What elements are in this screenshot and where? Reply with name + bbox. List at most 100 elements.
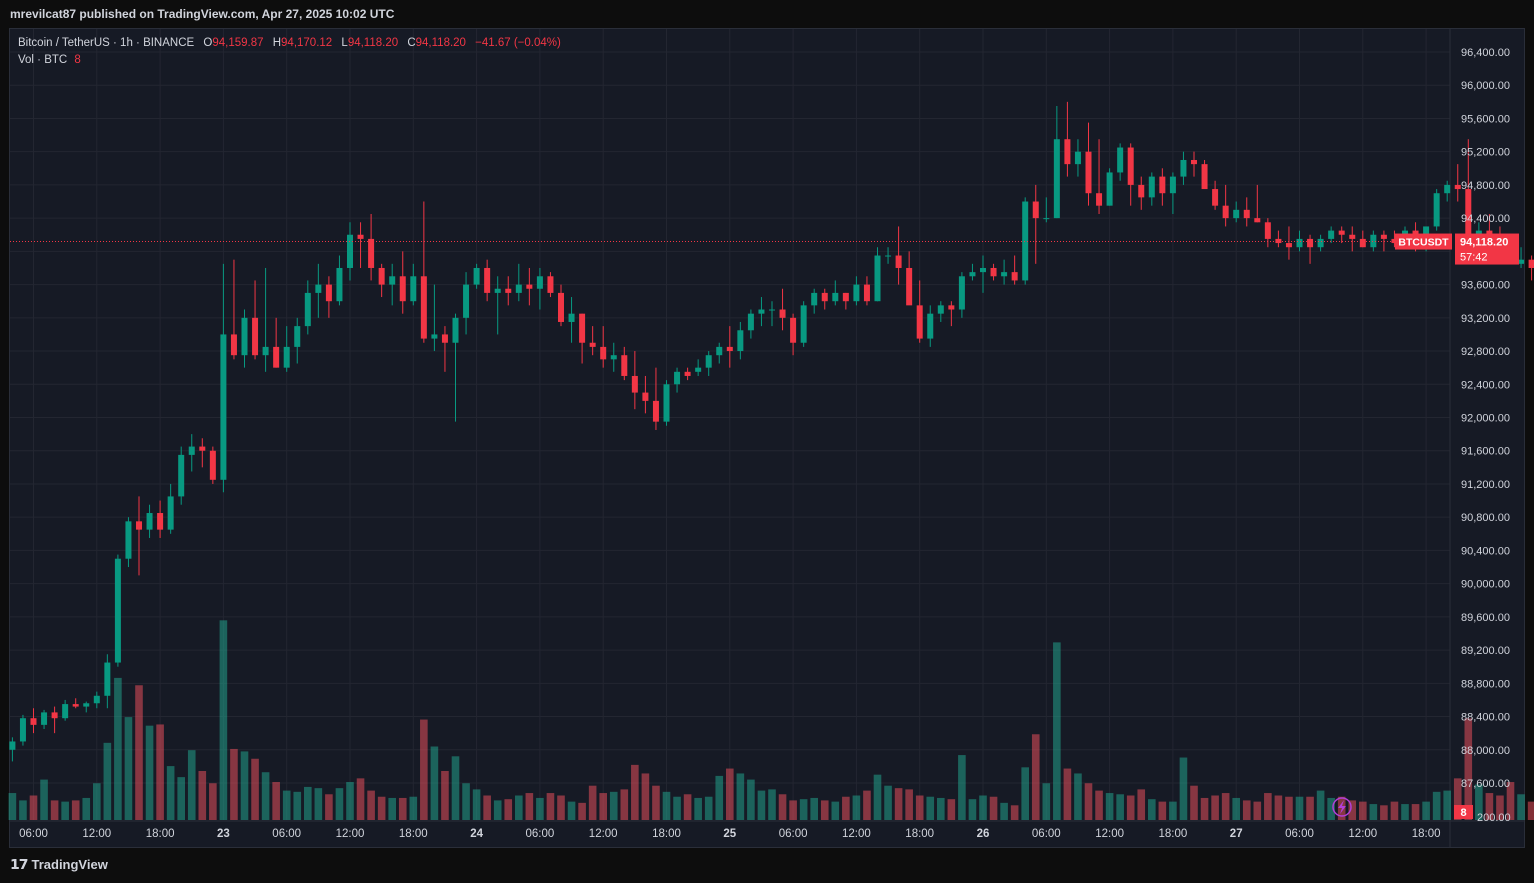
candle-body	[420, 276, 427, 339]
candle-body	[737, 330, 744, 352]
candle-body	[1307, 238, 1314, 248]
volume-bar	[1401, 804, 1409, 820]
volume-bar	[430, 746, 439, 820]
candle-body	[674, 371, 681, 385]
y-tick-label: 89,200.00	[1461, 645, 1510, 657]
x-tick-label: 06:00	[19, 828, 48, 840]
y-tick-label: 91,200.00	[1461, 479, 1510, 491]
volume-bar	[61, 801, 69, 820]
footer-brand[interactable]: 𝟭𝟳 TradingView	[10, 856, 108, 873]
candle-body	[526, 284, 533, 289]
candle-body	[273, 346, 280, 368]
candle-body	[19, 718, 26, 742]
volume-bar	[1253, 801, 1262, 820]
volume-bar	[1506, 782, 1515, 820]
x-tick-label: 12:00	[842, 828, 871, 840]
volume-bar	[240, 751, 249, 820]
volume-bar	[1211, 795, 1219, 820]
close-value: 94,118.20	[415, 37, 466, 49]
symbol-label[interactable]: Bitcoin / TetherUS · 1h · BINANCE	[18, 37, 195, 49]
candle-body	[874, 255, 881, 302]
candle-body	[51, 712, 58, 719]
volume-bar	[789, 800, 797, 820]
volume-bar	[441, 771, 449, 820]
candle-body	[969, 272, 976, 277]
volume-bar	[1453, 778, 1462, 820]
chart-panel[interactable]	[9, 28, 1525, 848]
candle-body	[916, 305, 923, 339]
candle-body	[283, 346, 290, 368]
volume-bar	[409, 796, 418, 820]
volume-bar	[599, 793, 607, 820]
candle-body	[1317, 238, 1324, 248]
volume-bar	[1158, 801, 1167, 820]
candle-body	[980, 267, 986, 273]
x-tick-label: 06:00	[526, 828, 555, 840]
candle-body	[547, 276, 554, 293]
y-tick-label: 88,000.00	[1461, 745, 1510, 757]
volume-bar	[683, 794, 692, 820]
volume-bar	[747, 779, 755, 820]
x-tick-label: 18:00	[399, 828, 428, 840]
volume-bar	[462, 783, 470, 820]
candle-body	[1180, 159, 1187, 177]
last-price-text: 94,118.20	[1460, 237, 1508, 249]
candle-body	[1169, 176, 1176, 194]
candle-body	[600, 346, 607, 360]
high-value: 94,170.12	[281, 37, 333, 49]
volume-bar	[1074, 773, 1082, 820]
volume-bar	[40, 779, 48, 820]
volume-bar	[29, 795, 38, 820]
candle-body	[252, 317, 259, 356]
low-label: L	[341, 37, 348, 49]
candle-body	[505, 288, 512, 293]
volume-bar	[968, 799, 977, 820]
lightning-icon[interactable]	[1332, 797, 1352, 817]
candle-body	[1465, 189, 1472, 248]
candle-body	[842, 292, 849, 302]
volume-bar	[525, 793, 534, 820]
candle-body	[779, 309, 786, 318]
volume-bar	[1380, 805, 1388, 820]
volume-bar	[620, 789, 629, 820]
x-tick-label: 12:00	[82, 828, 111, 840]
volume-bar	[367, 790, 375, 820]
volume-bar	[103, 742, 112, 820]
volume-bar	[662, 791, 671, 820]
volume-bar	[282, 790, 291, 820]
candle-body	[1380, 234, 1387, 239]
volume-label[interactable]: Vol · BTC	[18, 54, 68, 66]
volume-bar	[1285, 796, 1293, 820]
volume-bar	[420, 719, 428, 820]
volume-bar	[472, 789, 481, 820]
volume-bar	[156, 724, 164, 820]
volume-bar	[230, 748, 238, 820]
candle-body	[1117, 147, 1124, 173]
high-label: H	[272, 37, 282, 49]
candle-body	[441, 334, 448, 343]
candle-body	[800, 305, 807, 343]
candle-body	[663, 384, 670, 422]
candle-body	[558, 292, 564, 322]
volume-bar	[114, 677, 122, 820]
candle-body	[1338, 230, 1345, 235]
candle-body	[1138, 184, 1145, 198]
volume-bar	[673, 796, 681, 820]
candle-body	[368, 238, 375, 268]
candle-body	[262, 346, 269, 356]
volume-bar	[831, 801, 840, 820]
volume-bar	[799, 799, 808, 820]
candle-body	[1285, 243, 1292, 248]
volume-bar	[124, 717, 133, 820]
candle-body	[1022, 201, 1029, 281]
volume-bar	[704, 796, 713, 820]
x-tick-label: 27	[1230, 828, 1243, 840]
candle-body	[958, 276, 965, 310]
volume-bar	[1390, 801, 1399, 820]
volume-bar	[926, 796, 935, 820]
candle-body	[1296, 238, 1303, 248]
candle-body	[610, 355, 617, 360]
candle-body	[1243, 209, 1250, 219]
candle-body	[726, 346, 733, 352]
